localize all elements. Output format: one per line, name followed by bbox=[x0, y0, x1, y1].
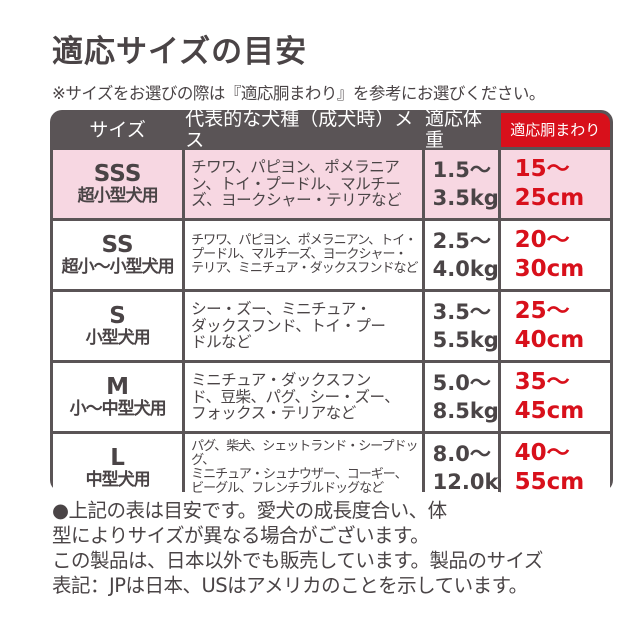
girth-max: 55cm bbox=[514, 469, 585, 495]
breeds-cell: パグ、柴犬、シェットランド・シープドッグ、 ミニチュア・シュナウザー、コーギー、… bbox=[185, 434, 422, 502]
table-row: SSS 超小型犬用 チワワ、パピヨン、ポメラニア ン、トイ・プードル、マルチー … bbox=[53, 150, 611, 218]
table-row: L 中型犬用 パグ、柴犬、シェットランド・シープドッグ、 ミニチュア・シュナウザ… bbox=[53, 434, 611, 502]
size-label: SSS bbox=[93, 161, 142, 188]
weight-min: 1.5〜 bbox=[432, 157, 491, 182]
girth-min: 15〜 bbox=[514, 156, 570, 183]
weight-cell: 3.5〜 5.5kg bbox=[424, 292, 499, 360]
girth-min: 35〜 bbox=[514, 369, 570, 396]
size-label: M bbox=[106, 374, 130, 401]
girth-cell: 40〜 55cm bbox=[500, 434, 611, 502]
breeds-cell: シー・ズー、ミニチュア・ ダックスフンド、トイ・プー ドルなど bbox=[185, 292, 422, 360]
girth-cell: 15〜 25cm bbox=[500, 150, 611, 218]
table-row: S 小型犬用 シー・ズー、ミニチュア・ ダックスフンド、トイ・プー ドルなど 3… bbox=[53, 292, 611, 360]
page-title: 適応サイズの目安 bbox=[52, 34, 308, 70]
weight-max: 5.5kg bbox=[432, 328, 499, 352]
weight-max: 3.5kg bbox=[432, 186, 499, 210]
weight-max: 12.0kg bbox=[432, 470, 514, 494]
weight-cell: 2.5〜 4.0kg bbox=[424, 221, 499, 289]
size-use: 小〜中型犬用 bbox=[69, 399, 167, 420]
breeds-cell: チワワ、パピヨン、ポメラニアン、トイ・ プードル、マルチーズ、ヨークシャー・ テ… bbox=[185, 221, 422, 289]
table-row: SS 超小〜小型犬用 チワワ、パピヨン、ポメラニアン、トイ・ プードル、マルチー… bbox=[53, 221, 611, 289]
note-line: ●上記の表は目安です。愛犬の成長度合い、体 bbox=[52, 499, 447, 522]
girth-max: 30cm bbox=[514, 256, 585, 282]
header-girth: 適応胴まわり bbox=[500, 113, 611, 147]
size-cell: SS 超小〜小型犬用 bbox=[53, 221, 183, 289]
table-header: サイズ 代表的な犬種（成犬時）メス 適応体重 適応胴まわり bbox=[53, 108, 611, 151]
size-use: 小型犬用 bbox=[85, 328, 151, 349]
header-weight: 適応体重 bbox=[425, 108, 483, 151]
weight-cell: 8.0〜 12.0kg bbox=[424, 434, 513, 502]
girth-cell: 25〜 40cm bbox=[500, 292, 611, 360]
girth-max: 25cm bbox=[514, 185, 585, 211]
size-use: 中型犬用 bbox=[85, 470, 151, 491]
subtitle: ※サイズをお選びの際は『適応胴まわり』を参考にお選びください。 bbox=[52, 84, 545, 103]
girth-min: 40〜 bbox=[514, 440, 570, 467]
girth-min: 20〜 bbox=[514, 227, 570, 254]
note-line: 表記：JPは日本、USはアメリカのことを示しています。 bbox=[52, 574, 528, 597]
size-cell: M 小〜中型犬用 bbox=[53, 363, 183, 431]
weight-max: 8.5kg bbox=[432, 399, 499, 423]
weight-cell: 5.0〜 8.5kg bbox=[424, 363, 499, 431]
weight-max: 4.0kg bbox=[432, 257, 499, 281]
note-line: この製品は、日本以外でも販売しています。製品のサイズ bbox=[52, 549, 543, 572]
weight-min: 5.0〜 bbox=[432, 370, 491, 395]
size-label: L bbox=[110, 445, 125, 472]
weight-min: 8.0〜 bbox=[432, 441, 491, 466]
size-table: サイズ 代表的な犬種（成犬時）メス 適応体重 適応胴まわり SSS 超小型犬用 … bbox=[50, 108, 613, 502]
size-use: 超小型犬用 bbox=[77, 186, 159, 207]
size-use: 超小〜小型犬用 bbox=[61, 257, 175, 278]
weight-cell: 1.5〜 3.5kg bbox=[424, 150, 499, 218]
weight-min: 2.5〜 bbox=[432, 228, 491, 253]
header-breeds: 代表的な犬種（成犬時）メス bbox=[185, 108, 414, 151]
weight-min: 3.5〜 bbox=[432, 299, 491, 324]
girth-max: 45cm bbox=[514, 398, 585, 424]
breeds-cell: チワワ、パピヨン、ポメラニア ン、トイ・プードル、マルチー ズ、ヨークシャー・テ… bbox=[185, 150, 422, 218]
notes: ●上記の表は目安です。愛犬の成長度合い、体 型によりサイズが異なる場合がございま… bbox=[52, 498, 543, 598]
size-cell: S 小型犬用 bbox=[53, 292, 183, 360]
table-row: M 小〜中型犬用 ミニチュア・ダックスフン ド、豆柴、パグ、シー・ズー、 フォッ… bbox=[53, 363, 611, 431]
size-label: SS bbox=[101, 232, 134, 259]
girth-min: 25〜 bbox=[514, 298, 570, 325]
girth-cell: 20〜 30cm bbox=[500, 221, 611, 289]
size-cell: L 中型犬用 bbox=[53, 434, 183, 502]
breeds-cell: ミニチュア・ダックスフン ド、豆柴、パグ、シー・ズー、 フォックス・テリアなど bbox=[185, 363, 422, 431]
note-line: 型によりサイズが異なる場合がございます。 bbox=[52, 524, 430, 547]
girth-max: 40cm bbox=[514, 327, 585, 353]
header-size: サイズ bbox=[89, 118, 146, 141]
girth-cell: 35〜 45cm bbox=[500, 363, 611, 431]
size-label: S bbox=[109, 303, 126, 330]
size-cell: SSS 超小型犬用 bbox=[53, 150, 183, 218]
